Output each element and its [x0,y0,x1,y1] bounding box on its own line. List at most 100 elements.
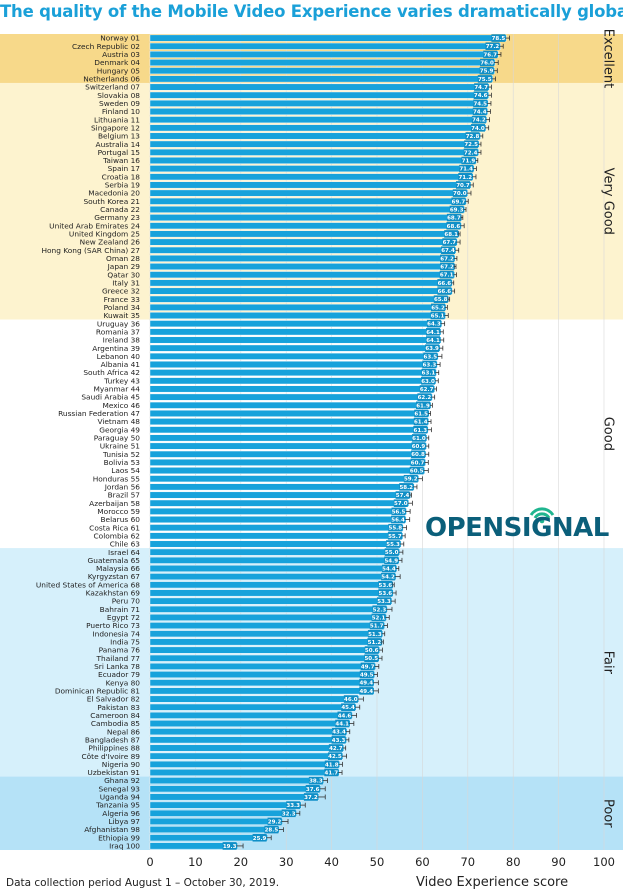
value-box [465,132,480,140]
bar [149,483,415,491]
data-label: 72.8 [466,134,480,140]
value-box [411,450,426,459]
category-label: Finland 10 [102,107,140,116]
bar [149,614,387,621]
value-box [421,368,436,377]
category-label: Jordan 56 [104,482,141,491]
value-box [413,417,428,426]
bar [149,418,429,425]
bar [149,279,453,287]
value-box [324,760,339,769]
bar [149,59,496,66]
data-label: 63.1 [422,371,436,377]
value-box [421,377,436,385]
bar [149,197,467,205]
category-label: Hong Kong (SAR China) 27 [41,246,140,255]
category-label: Ukraine 51 [100,442,141,451]
value-box [440,262,455,271]
bar [149,320,443,328]
bar [149,328,442,336]
data-label: 78.5 [492,36,506,42]
category-label: Belarus 60 [100,515,140,524]
bar [149,769,340,776]
x-tick-label: 20 [233,855,248,869]
bar [149,91,489,99]
value-box [473,91,488,99]
bar [149,703,357,711]
data-label: 61.3 [414,428,428,434]
bar [149,393,433,401]
value-box [384,556,399,565]
bar [149,728,348,736]
category-label: Paraguay 50 [94,434,141,443]
value-box [267,817,282,826]
category-label: Oman 28 [106,254,140,263]
data-label: 75.9 [480,69,494,75]
data-label: 45.4 [341,705,355,711]
value-box [328,744,343,752]
category-label: Ethiopia 99 [98,833,140,842]
band-label: Good [601,417,616,451]
x-tick-label: 100 [593,855,615,869]
value-box [324,768,339,777]
bar [149,760,340,768]
category-label: Honduras 55 [93,474,141,483]
x-tick-label: 50 [370,855,385,869]
bar [149,818,283,825]
bar [149,532,404,540]
category-label: Hungary 05 [97,66,141,75]
category-label: Kenya 80 [106,678,141,687]
category-label: Kuwait 35 [104,311,141,320]
bar [149,695,360,703]
category-label: Vietnam 48 [97,417,140,426]
bar [149,140,480,148]
band-label: Fair [601,651,616,675]
value-box [359,678,374,687]
x-tick-label: 90 [551,855,566,869]
data-label: 54.2 [381,575,395,581]
category-label: Tanzania 95 [95,801,140,810]
category-label: Egypt 72 [107,613,140,622]
category-label: Georgia 49 [99,425,140,434]
category-label: Bahrain 71 [100,605,141,614]
bar [149,711,353,719]
data-label: 65.2 [431,305,445,311]
bar [149,222,462,230]
value-box [411,442,426,450]
category-label: Sweden 09 [99,99,140,108]
bar [149,214,463,221]
category-label: Serbia 19 [105,181,141,190]
data-label: 53.6 [379,583,393,589]
value-box [331,736,346,744]
data-label: 51.7 [370,624,384,630]
category-label: Puerto Rico 73 [86,621,140,630]
data-label: 72.4 [464,150,478,156]
value-box [416,401,431,410]
bar [149,744,345,752]
data-label: 43.4 [332,730,346,736]
bar [149,303,447,311]
data-label: 37.2 [304,795,318,801]
bar [149,181,472,189]
data-label: 42.7 [329,746,343,752]
bar [149,295,449,303]
data-label: 74.2 [472,118,486,124]
x-tick-label: 40 [324,855,339,869]
value-box [359,670,374,679]
x-tick-label: 0 [146,855,153,869]
value-box [359,687,374,695]
category-label: Peru 70 [112,597,141,606]
bar [149,516,407,523]
category-label: Poland 34 [104,303,141,312]
category-label: Cameroon 84 [90,711,140,720]
category-label: Romania 37 [96,327,140,336]
bar [149,556,400,564]
value-box [437,287,452,295]
data-label: 56.4 [391,518,405,524]
data-label: 69.3 [450,207,464,213]
category-label: Panama 76 [99,646,141,655]
data-label: 25.9 [253,836,267,842]
bar [149,736,347,744]
category-label: Qatar 30 [107,270,140,279]
value-box [367,629,382,638]
